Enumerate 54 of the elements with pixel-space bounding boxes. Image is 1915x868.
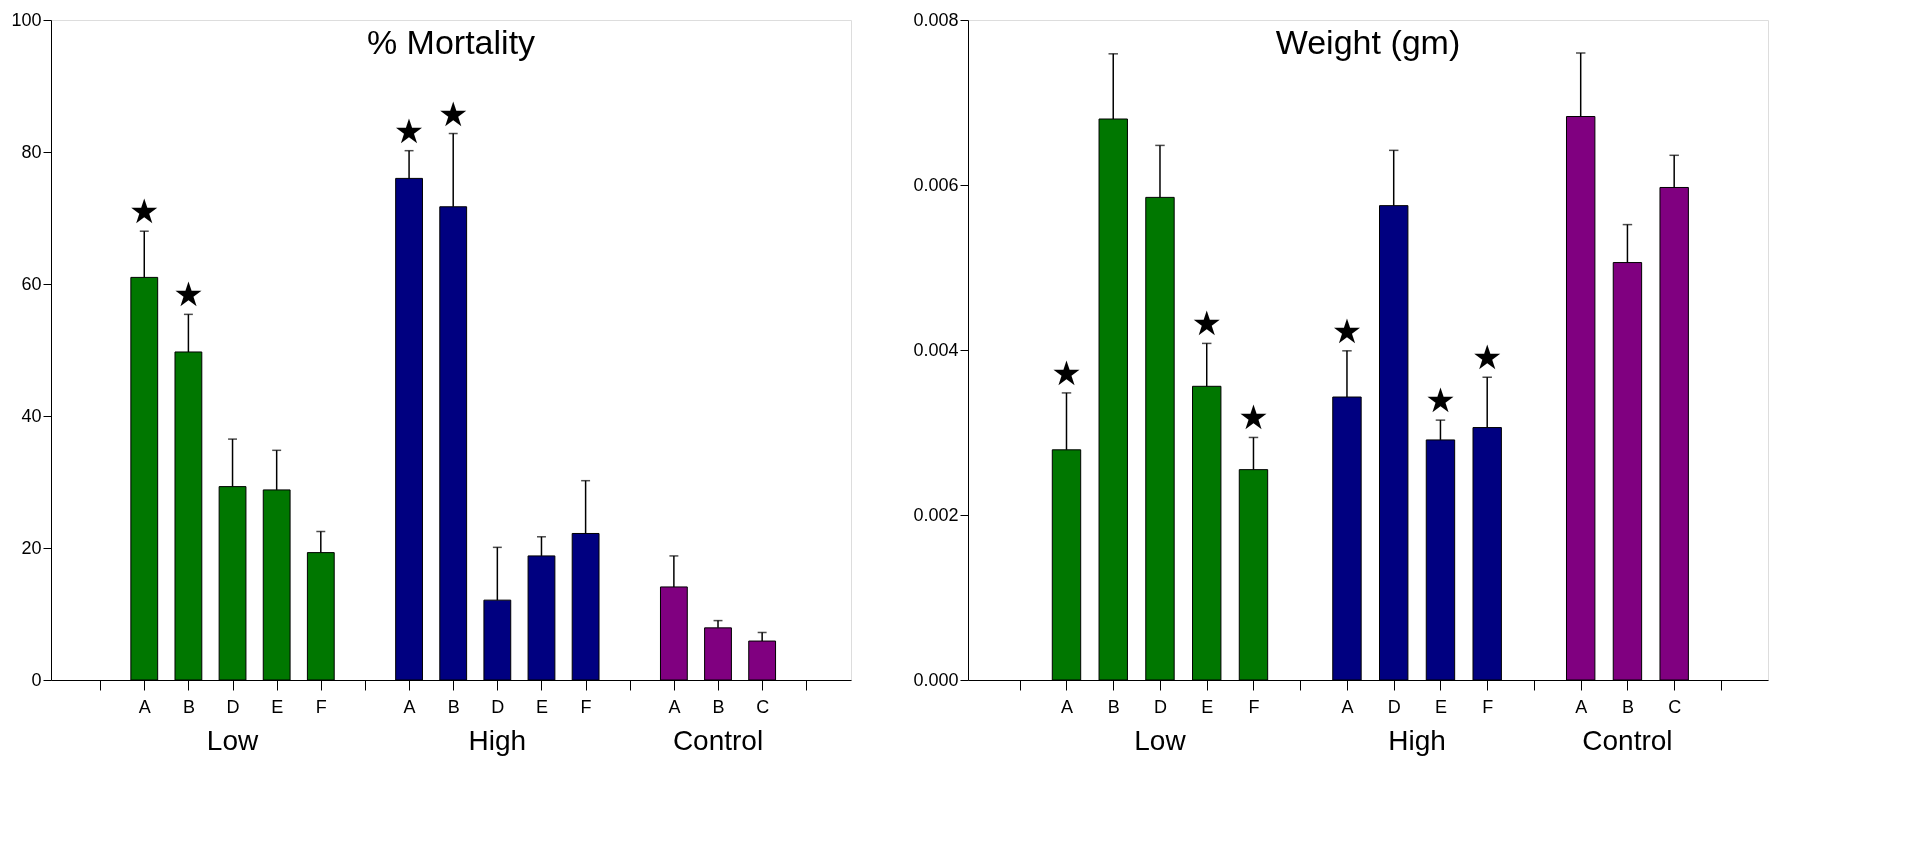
series-label: High xyxy=(1388,725,1446,756)
data-label: ★ xyxy=(129,191,160,232)
data-label: ★ xyxy=(1051,352,1082,393)
x-tick-label: E xyxy=(1201,696,1214,717)
x-tick-label: B xyxy=(1621,696,1634,717)
x-tick-label: A xyxy=(1060,696,1073,717)
data-label: ★ xyxy=(173,274,204,315)
y-tick-label: 0.008 xyxy=(913,9,959,30)
data-label: ★ xyxy=(1425,380,1456,421)
data-label: ★ xyxy=(393,110,425,151)
series-label: Control xyxy=(672,725,764,756)
chart-title: % Mortality xyxy=(366,23,536,61)
data-label: ★ xyxy=(1191,303,1222,344)
y-tick-label: 80 xyxy=(21,141,42,162)
x-tick-label: B xyxy=(1107,696,1120,717)
y-tick-label: 100 xyxy=(11,9,42,30)
x-tick-label: F xyxy=(315,696,327,717)
data-label: ★ xyxy=(1331,310,1363,351)
y-tick-label: 60 xyxy=(21,273,42,294)
x-tick-label: B xyxy=(447,696,460,717)
x-tick-label: F xyxy=(1248,696,1260,717)
x-tick-label: F xyxy=(580,696,592,717)
x-tick-label: A xyxy=(138,696,151,717)
chart-title: Weight (gm) xyxy=(1275,23,1461,61)
x-tick-label: E xyxy=(1434,696,1447,717)
x-tick-label: C xyxy=(756,696,770,717)
x-tick-label: E xyxy=(535,696,548,717)
x-tick-label: A xyxy=(1575,696,1588,717)
x-tick-label: A xyxy=(668,696,681,717)
x-tick-label: E xyxy=(271,696,284,717)
y-tick-label: 0.006 xyxy=(913,174,959,195)
y-tick-label: 0.000 xyxy=(913,669,959,690)
y-tick-label: 40 xyxy=(21,405,42,426)
x-tick-label: A xyxy=(1341,696,1354,717)
x-tick-label: F xyxy=(1482,696,1494,717)
data-label: ★ xyxy=(1238,397,1269,438)
x-tick-label: D xyxy=(1153,696,1167,717)
y-tick-label: 0.004 xyxy=(913,339,959,360)
series-label: Low xyxy=(206,725,259,756)
x-tick-label: D xyxy=(1387,696,1401,717)
x-tick-label: B xyxy=(712,696,725,717)
x-tick-label: C xyxy=(1668,696,1682,717)
data-label: ★ xyxy=(437,93,469,134)
y-tick-label: 0 xyxy=(31,669,42,690)
x-tick-label: B xyxy=(182,696,195,717)
y-tick-label: 0.002 xyxy=(913,504,959,525)
x-tick-label: A xyxy=(403,696,416,717)
series-label: High xyxy=(468,725,527,756)
series-label: Control xyxy=(1582,725,1673,756)
series-label: Low xyxy=(1134,725,1187,756)
data-label: ★ xyxy=(1471,337,1503,378)
x-tick-label: D xyxy=(226,696,240,717)
x-tick-label: D xyxy=(491,696,505,717)
y-tick-label: 20 xyxy=(21,537,42,558)
